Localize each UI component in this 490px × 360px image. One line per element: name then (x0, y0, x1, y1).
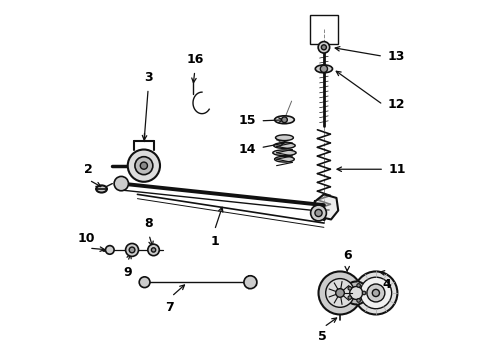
Circle shape (360, 277, 392, 309)
Circle shape (362, 291, 366, 295)
Polygon shape (315, 194, 338, 220)
Circle shape (336, 289, 344, 297)
Text: 6: 6 (343, 249, 351, 262)
Text: 7: 7 (165, 301, 174, 314)
Text: 15: 15 (238, 114, 256, 127)
Circle shape (140, 162, 147, 169)
Circle shape (318, 41, 330, 53)
Circle shape (148, 244, 159, 256)
Circle shape (318, 271, 362, 315)
Text: 5: 5 (318, 330, 326, 343)
Ellipse shape (275, 135, 294, 140)
Circle shape (311, 205, 326, 221)
Circle shape (114, 176, 128, 191)
Circle shape (350, 287, 363, 300)
Text: 13: 13 (388, 50, 405, 63)
Circle shape (344, 282, 368, 305)
Ellipse shape (315, 65, 333, 73)
Circle shape (367, 284, 385, 302)
Text: 12: 12 (388, 98, 405, 111)
Ellipse shape (96, 185, 107, 193)
Ellipse shape (274, 156, 294, 162)
Circle shape (348, 296, 352, 300)
Circle shape (357, 299, 361, 302)
Ellipse shape (274, 116, 294, 124)
Text: 1: 1 (210, 234, 219, 248)
Circle shape (315, 210, 322, 217)
Text: 10: 10 (78, 232, 95, 245)
Circle shape (320, 65, 327, 72)
Circle shape (139, 277, 150, 288)
Circle shape (372, 289, 379, 297)
Circle shape (348, 287, 352, 290)
Bar (310, 15, 338, 44)
Text: 11: 11 (389, 163, 406, 176)
Circle shape (354, 271, 397, 315)
Circle shape (244, 276, 257, 289)
Circle shape (105, 246, 114, 254)
Circle shape (326, 279, 354, 307)
Circle shape (125, 243, 139, 256)
Circle shape (128, 149, 160, 182)
Text: 2: 2 (84, 163, 92, 176)
Circle shape (357, 284, 361, 287)
Text: 3: 3 (144, 71, 152, 84)
Text: 14: 14 (238, 143, 256, 156)
Ellipse shape (273, 150, 296, 156)
Circle shape (282, 117, 287, 123)
Text: 8: 8 (145, 217, 153, 230)
Text: 16: 16 (187, 53, 204, 66)
Circle shape (129, 247, 135, 253)
Text: 4: 4 (382, 278, 391, 291)
Circle shape (321, 45, 326, 50)
Text: 9: 9 (123, 266, 132, 279)
Circle shape (135, 157, 153, 175)
Circle shape (151, 248, 156, 252)
Ellipse shape (274, 143, 295, 148)
